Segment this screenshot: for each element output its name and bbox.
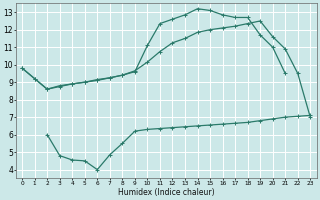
X-axis label: Humidex (Indice chaleur): Humidex (Indice chaleur) — [118, 188, 214, 197]
